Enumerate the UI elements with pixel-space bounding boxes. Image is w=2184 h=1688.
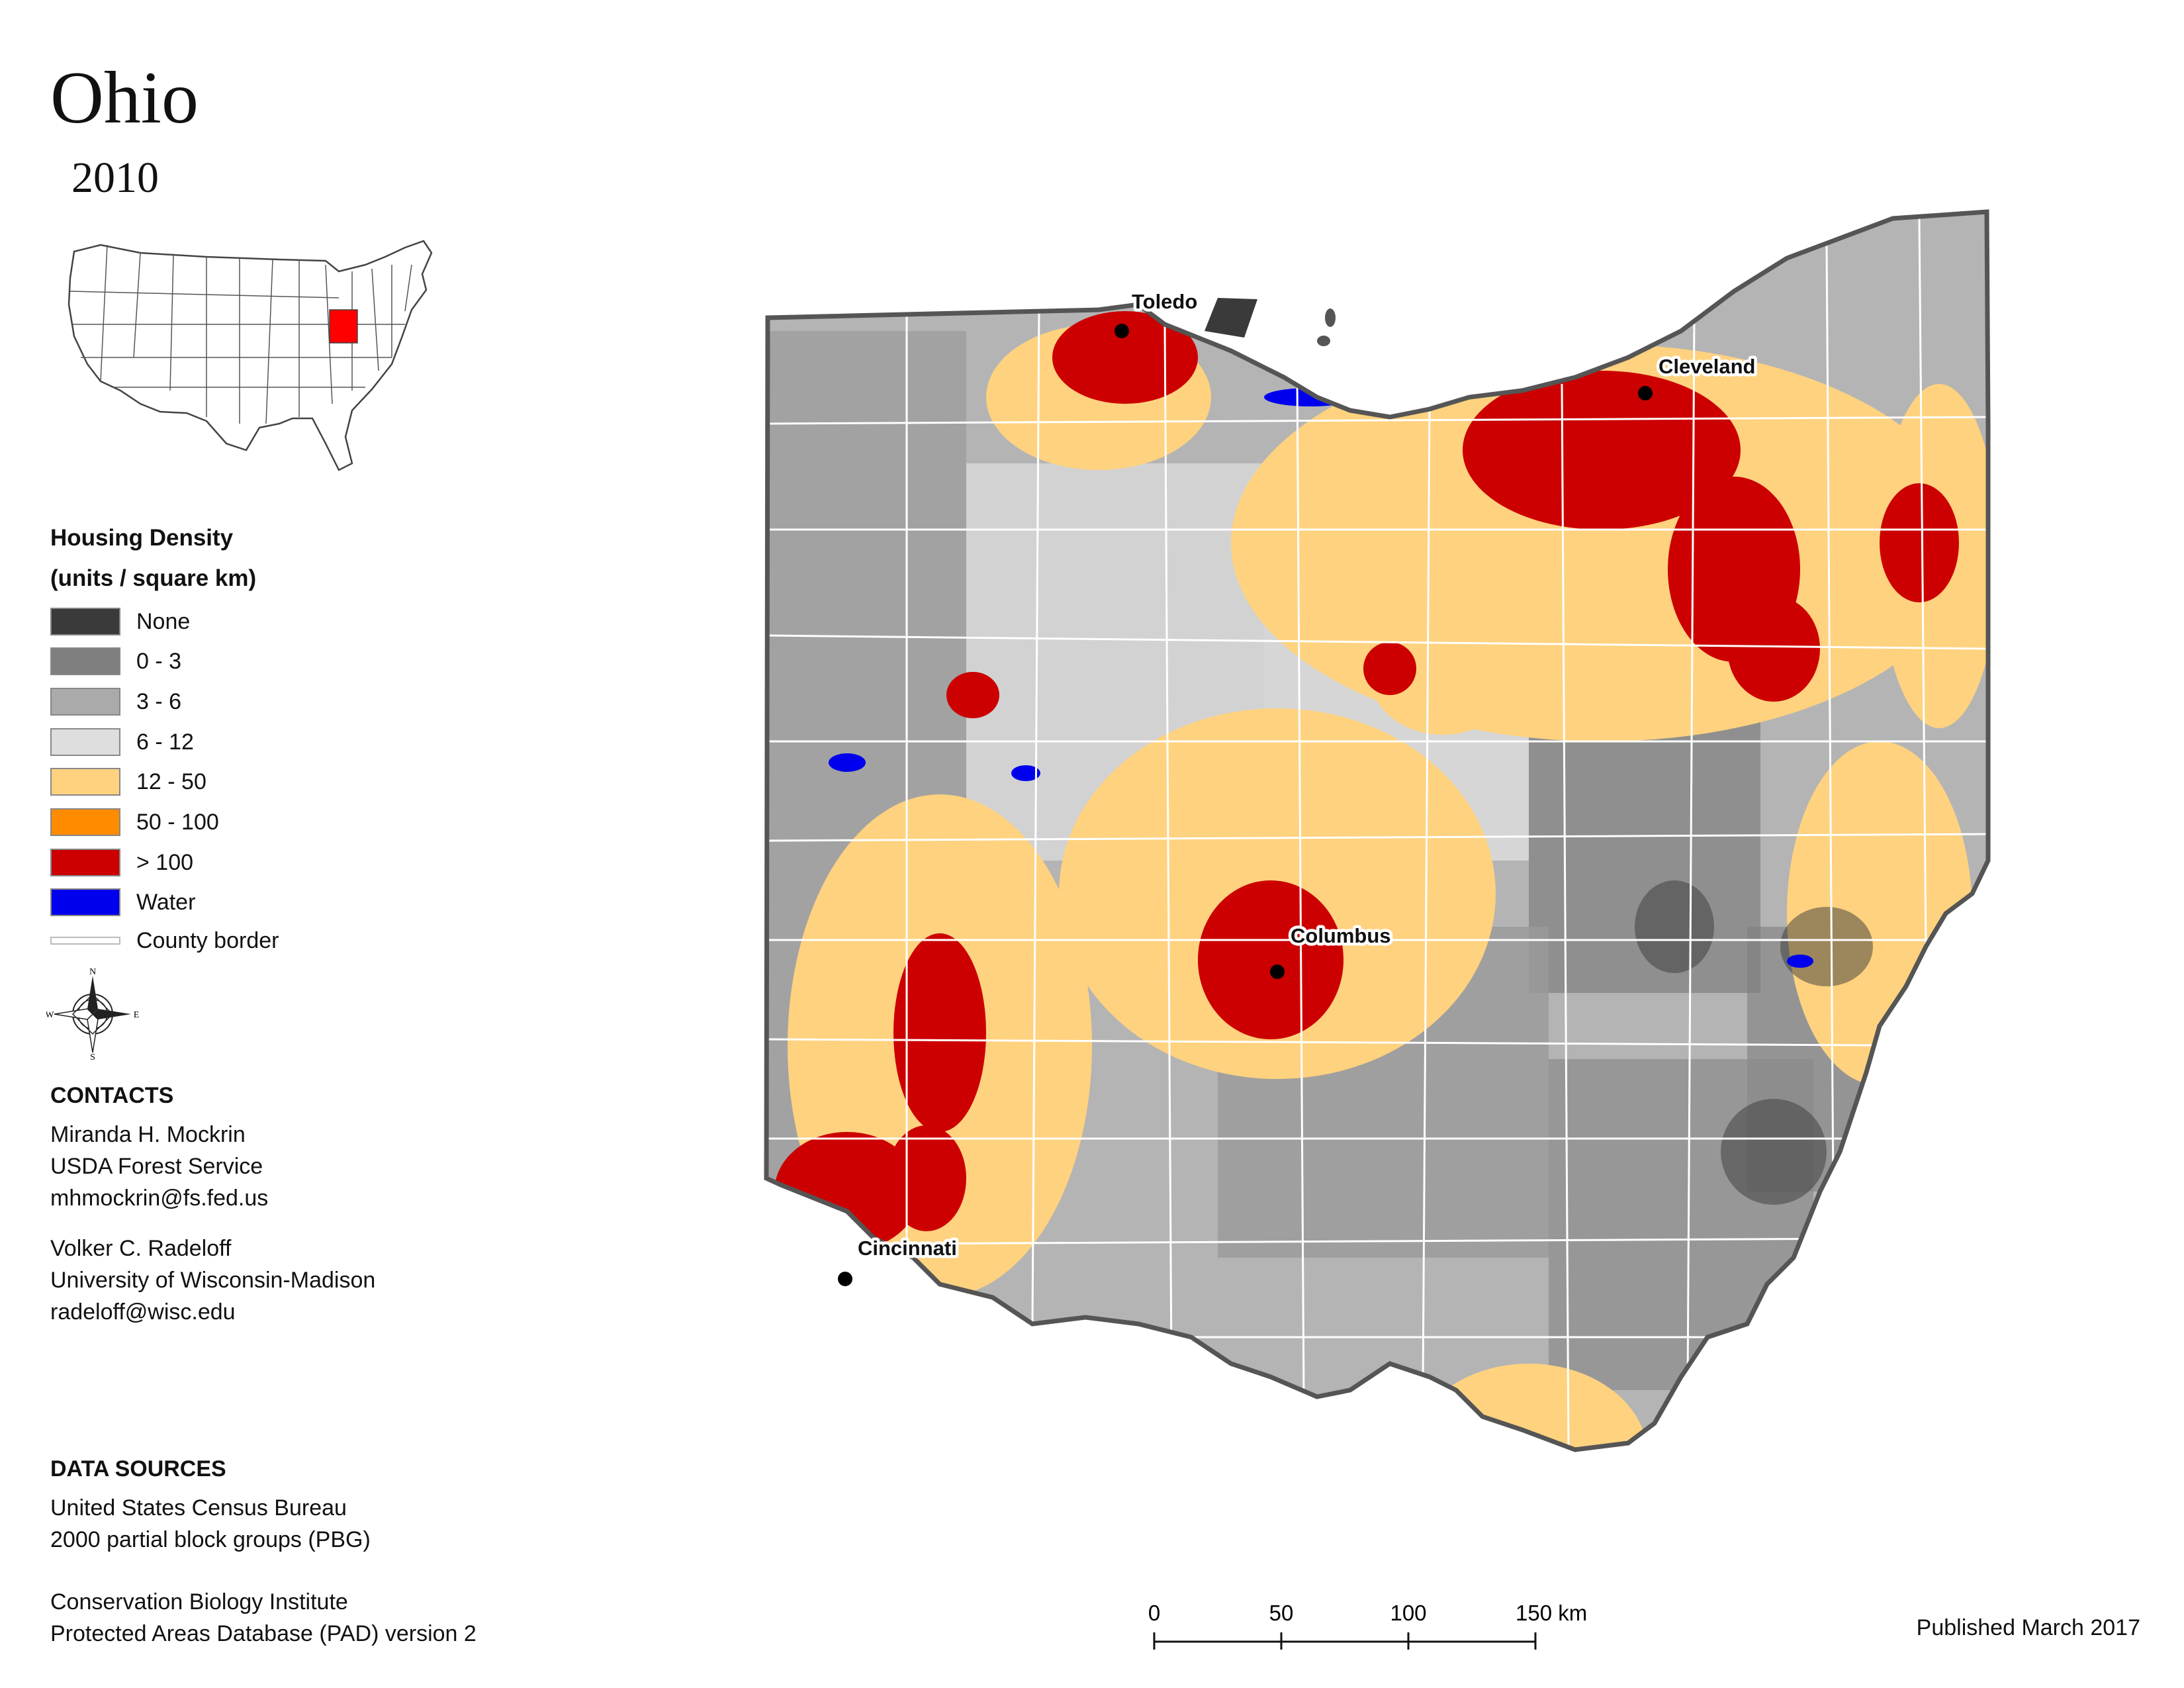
- us-locator-map: [68, 240, 433, 471]
- contact-email[interactable]: mhmockrin@fs.fed.us: [50, 1186, 269, 1211]
- legend-item-6-12: 6 - 12: [50, 727, 194, 757]
- city-label-cleveland: Cleveland: [1659, 355, 1755, 378]
- data-source-1: United States Census Bureau 2000 partial…: [50, 1495, 371, 1552]
- city-cleveland: Cleveland: [1638, 352, 1758, 400]
- legend-swatch: [50, 768, 120, 796]
- compass-e: E: [134, 1010, 139, 1020]
- legend-item-county-border: County border: [50, 925, 279, 956]
- contact-org: USDA Forest Service: [50, 1154, 263, 1179]
- legend-item-none: None: [50, 606, 190, 637]
- city-label-toledo: Toledo: [1132, 290, 1197, 313]
- city-cincinnati: Cincinnati: [838, 1234, 960, 1286]
- island: [1325, 308, 1336, 327]
- city-label-columbus: Columbus: [1291, 924, 1391, 947]
- legend-title: Housing Density (units / square km): [50, 525, 257, 592]
- contact-name: Volker C. Radeloff: [50, 1236, 232, 1261]
- peninsula-shape: [1205, 298, 1257, 338]
- legend-item-50-100: 50 - 100: [50, 807, 219, 837]
- data-sources-heading: DATA SOURCES: [50, 1456, 226, 1481]
- ohio-outline: [764, 209, 1991, 1452]
- compass-w: W: [46, 1010, 54, 1020]
- county-borders: [767, 218, 1988, 1450]
- city-dot: [1115, 324, 1129, 338]
- published-date: Published March 2017: [1916, 1615, 2140, 1640]
- contact-2: Volker C. Radeloff University of Wiscons…: [50, 1233, 375, 1328]
- legend-swatch: [50, 888, 120, 916]
- compass-rose-icon: N S E W: [46, 968, 139, 1060]
- legend-swatch: [50, 808, 120, 836]
- compass-n: N: [89, 968, 96, 977]
- city-dot: [1638, 386, 1653, 400]
- scale-tick-150: 150 km: [1516, 1601, 1587, 1625]
- legend-item-12-50: 12 - 50: [50, 767, 206, 797]
- legend-swatch: [50, 688, 120, 716]
- legend-item-over-100: > 100: [50, 847, 193, 878]
- legend-swatch-county-border: [50, 937, 120, 945]
- legend-swatch: [50, 849, 120, 876]
- contact-org: University of Wisconsin-Madison: [50, 1268, 376, 1293]
- city-columbus: Columbus: [1270, 921, 1394, 979]
- legend-item-3-6: 3 - 6: [50, 686, 181, 717]
- city-label-cincinnati: Cincinnati: [858, 1237, 957, 1260]
- legend-item-0-3: 0 - 3: [50, 646, 181, 677]
- us-outline: [68, 240, 433, 471]
- legend-swatch: [50, 728, 120, 756]
- map-year: 2010: [71, 154, 159, 202]
- island: [1317, 336, 1330, 346]
- density-zones: [768, 311, 1988, 1450]
- map-title: Ohio: [50, 57, 199, 139]
- data-source-2: Conservation Biology Institute Protected…: [50, 1589, 477, 1646]
- scale-bar: 0 50 100 150 km: [1148, 1601, 1587, 1650]
- ohio-housing-density-map: Toledo Cleveland Columbus Cincinnati: [764, 209, 1991, 1452]
- compass-s: S: [90, 1053, 95, 1060]
- contacts-heading: CONTACTS: [50, 1083, 174, 1108]
- legend-swatch: [50, 608, 120, 635]
- us-state-lines: [69, 244, 412, 424]
- contact-name: Miranda H. Mockrin: [50, 1122, 246, 1147]
- legend-item-water: Water: [50, 887, 195, 917]
- scale-tick-0: 0: [1148, 1601, 1160, 1625]
- city-toledo: Toledo: [1115, 287, 1201, 338]
- scale-tick-100: 100: [1390, 1601, 1426, 1625]
- contact-email[interactable]: radeloff@wisc.edu: [50, 1299, 236, 1325]
- city-dot: [838, 1272, 852, 1286]
- contact-1: Miranda H. Mockrin USDA Forest Service m…: [50, 1119, 268, 1214]
- city-dot: [1270, 964, 1285, 979]
- ohio-highlight: [329, 309, 358, 344]
- legend-swatch: [50, 647, 120, 675]
- scale-tick-50: 50: [1269, 1601, 1294, 1625]
